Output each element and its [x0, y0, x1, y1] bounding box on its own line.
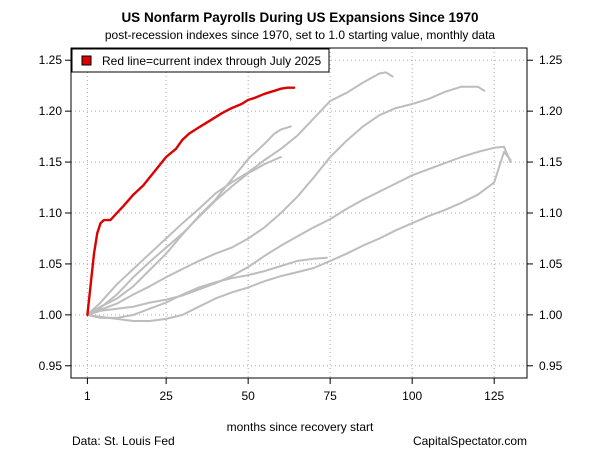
y-tick-label-right: 1.20	[539, 104, 563, 118]
credit-note: CapitalSpectator.com	[413, 434, 527, 448]
legend-swatch	[81, 55, 92, 66]
y-axis-left: 0.95 1.00 1.05 1.10 1.15 1.20 1.25	[39, 53, 71, 373]
legend-entry-current: Red line=current index through July 2025	[102, 54, 321, 68]
y-tick-label-left: 1.00	[39, 308, 63, 322]
source-note: Data: St. Louis Fed	[72, 434, 175, 448]
y-tick-label-left: 0.95	[39, 359, 63, 373]
series-line-past	[86, 125, 292, 316]
y-tick-label-right: 1.25	[539, 53, 563, 67]
y-axis-right: 0.95 1.00 1.05 1.10 1.15 1.20 1.25	[527, 53, 563, 373]
x-tick-label: 1	[84, 389, 91, 403]
grid	[71, 48, 527, 378]
series-line-past	[86, 256, 328, 319]
series-line-past	[86, 156, 282, 316]
x-axis-label: months since recovery start	[227, 420, 374, 434]
x-tick-label: 125	[484, 389, 504, 403]
y-tick-label-right: 1.05	[539, 257, 563, 271]
series-line-past	[86, 145, 512, 316]
y-tick-label-right: 1.10	[539, 206, 563, 220]
x-tick-label: 25	[159, 389, 173, 403]
y-tick-label-left: 1.15	[39, 155, 63, 169]
series-line-past	[86, 85, 486, 316]
x-tick-label: 100	[402, 389, 422, 403]
y-tick-label-left: 1.05	[39, 257, 63, 271]
series-layer	[86, 71, 512, 322]
series-line-past	[86, 150, 512, 322]
y-tick-label-right: 0.95	[539, 359, 563, 373]
chart-title: US Nonfarm Payrolls During US Expansions…	[121, 10, 478, 25]
chart-subtitle: post-recession indexes since 1970, set t…	[105, 28, 496, 42]
x-tick-label: 50	[241, 389, 255, 403]
legend: Red line=current index through July 2025	[71, 48, 330, 73]
x-tick-label: 75	[323, 389, 337, 403]
legend-box	[71, 48, 330, 73]
y-tick-label-right: 1.00	[539, 308, 563, 322]
y-tick-label-left: 1.25	[39, 53, 63, 67]
series-line-current	[86, 86, 296, 317]
y-tick-label-left: 1.10	[39, 206, 63, 220]
y-tick-label-right: 1.15	[539, 155, 563, 169]
y-tick-label-left: 1.20	[39, 104, 63, 118]
x-axis: 1 25 50 75 100 125	[84, 378, 505, 403]
